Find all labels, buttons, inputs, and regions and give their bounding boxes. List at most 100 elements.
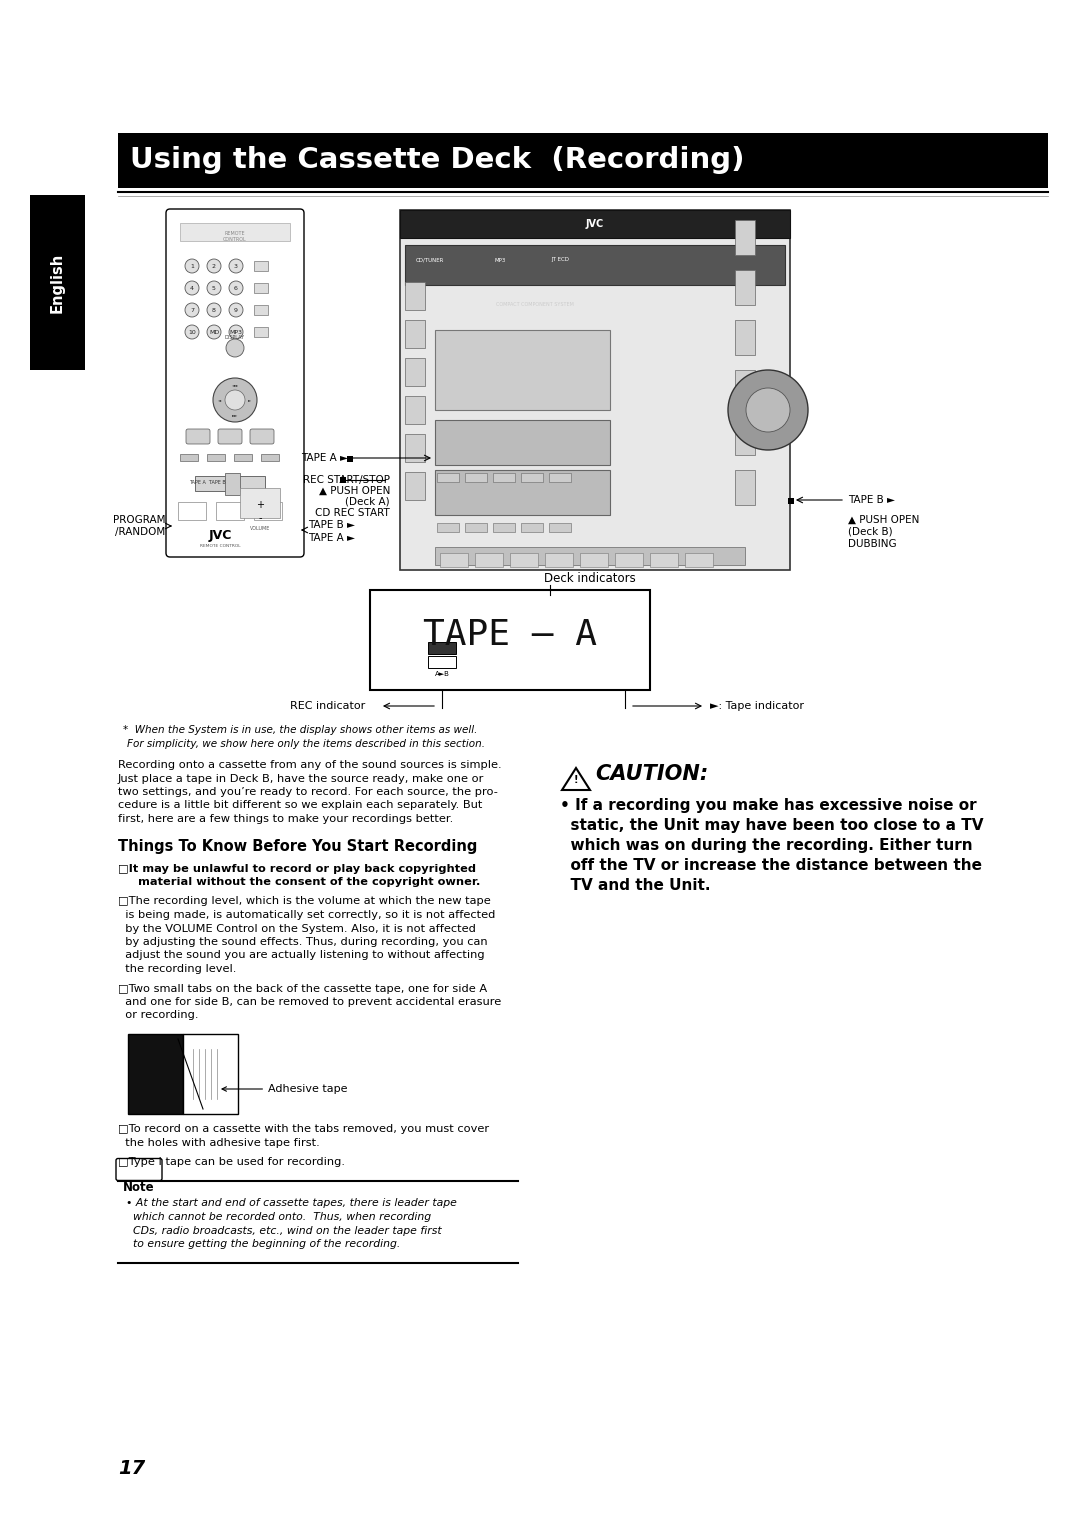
Text: □The recording level, which is the volume at which the new tape: □The recording level, which is the volum… xyxy=(118,897,490,906)
Bar xyxy=(240,487,280,518)
FancyBboxPatch shape xyxy=(166,209,303,558)
Text: MD: MD xyxy=(208,330,219,335)
Bar xyxy=(180,223,291,241)
Text: □Type I tape can be used for recording.: □Type I tape can be used for recording. xyxy=(118,1157,345,1167)
Bar xyxy=(492,474,515,481)
Text: CD/TUNER: CD/TUNER xyxy=(416,258,444,263)
Bar xyxy=(735,420,755,455)
Circle shape xyxy=(229,325,243,339)
Text: TV and the Unit.: TV and the Unit. xyxy=(561,879,711,892)
Bar xyxy=(370,590,650,691)
Text: English: English xyxy=(50,252,65,313)
Bar xyxy=(405,396,426,423)
Text: MP3: MP3 xyxy=(495,258,505,263)
Bar xyxy=(405,472,426,500)
Bar xyxy=(129,1034,183,1114)
Text: DUBBING: DUBBING xyxy=(848,539,896,549)
Text: adjust the sound you are actually listening to without affecting: adjust the sound you are actually listen… xyxy=(118,950,485,961)
Text: PROGRAM: PROGRAM xyxy=(112,515,165,526)
Circle shape xyxy=(746,388,789,432)
Bar xyxy=(615,553,643,567)
Bar xyxy=(30,196,85,370)
Bar xyxy=(428,656,456,668)
Text: Recording onto a cassette from any of the sound sources is simple.: Recording onto a cassette from any of th… xyxy=(118,759,501,770)
Text: Just place a tape in Deck B, have the source ready, make one or: Just place a tape in Deck B, have the so… xyxy=(118,773,484,784)
Bar xyxy=(234,454,252,461)
Text: CD REC START: CD REC START xyxy=(315,507,390,518)
Bar xyxy=(437,523,459,532)
FancyBboxPatch shape xyxy=(186,429,210,445)
Text: /RANDOM: /RANDOM xyxy=(114,527,165,536)
Bar xyxy=(254,283,268,293)
Text: 3: 3 xyxy=(234,263,238,269)
Bar xyxy=(465,523,487,532)
Text: REC: REC xyxy=(435,657,449,663)
Text: ◄◄: ◄◄ xyxy=(232,384,238,387)
Bar xyxy=(492,523,515,532)
Bar xyxy=(549,523,571,532)
FancyBboxPatch shape xyxy=(218,429,242,445)
Text: !: ! xyxy=(573,775,578,785)
Text: ►: ► xyxy=(248,397,252,402)
Text: which was on during the recording. Either turn: which was on during the recording. Eithe… xyxy=(561,837,973,853)
Bar xyxy=(254,503,282,520)
Text: MP3: MP3 xyxy=(229,330,243,335)
Bar xyxy=(685,553,713,567)
Text: REMOTE
CONTROL: REMOTE CONTROL xyxy=(224,231,247,241)
Circle shape xyxy=(229,281,243,295)
Text: 8: 8 xyxy=(212,307,216,313)
Text: ▲ PUSH OPEN: ▲ PUSH OPEN xyxy=(319,486,390,497)
Text: VOLUME: VOLUME xyxy=(249,526,270,530)
Text: material without the consent of the copyright owner.: material without the consent of the copy… xyxy=(126,877,481,886)
Bar xyxy=(225,474,240,495)
Text: TAPE A ►: TAPE A ► xyxy=(301,452,348,463)
Text: Deck indicators: Deck indicators xyxy=(544,571,636,585)
Text: 10: 10 xyxy=(188,330,195,335)
Circle shape xyxy=(728,370,808,451)
Bar xyxy=(580,553,608,567)
Bar xyxy=(735,370,755,405)
Text: 1: 1 xyxy=(190,263,194,269)
Text: to ensure getting the beginning of the recording.: to ensure getting the beginning of the r… xyxy=(126,1239,401,1248)
Bar xyxy=(400,209,789,238)
Circle shape xyxy=(213,377,257,422)
Bar xyxy=(650,553,678,567)
Text: TAPE A ►: TAPE A ► xyxy=(308,533,355,542)
Text: 7: 7 xyxy=(190,307,194,313)
Text: off the TV or increase the distance between the: off the TV or increase the distance betw… xyxy=(561,859,982,872)
Text: *  When the System is in use, the display shows other items as well.: * When the System is in use, the display… xyxy=(123,724,477,735)
Text: Using the Cassette Deck  (Recording): Using the Cassette Deck (Recording) xyxy=(130,147,744,174)
Text: JT ECD: JT ECD xyxy=(551,258,569,263)
Text: TAPE B ►: TAPE B ► xyxy=(848,495,895,504)
Bar xyxy=(405,319,426,348)
Text: □Two small tabs on the back of the cassette tape, one for side A: □Two small tabs on the back of the casse… xyxy=(118,984,487,993)
Text: +: + xyxy=(256,500,264,510)
Bar xyxy=(195,477,265,490)
Bar xyxy=(475,553,503,567)
Text: which cannot be recorded onto.  Thus, when recording: which cannot be recorded onto. Thus, whe… xyxy=(126,1212,431,1222)
Bar xyxy=(183,1034,238,1114)
Text: 2: 2 xyxy=(212,263,216,269)
Circle shape xyxy=(185,260,199,274)
FancyBboxPatch shape xyxy=(249,429,274,445)
Text: ▲ PUSH OPEN: ▲ PUSH OPEN xyxy=(848,515,919,526)
Text: first, here are a few things to make your recordings better.: first, here are a few things to make you… xyxy=(118,814,454,824)
Text: 4: 4 xyxy=(190,286,194,290)
Polygon shape xyxy=(562,769,590,790)
Text: JVC: JVC xyxy=(208,529,232,541)
Text: static, the Unit may have been too close to a TV: static, the Unit may have been too close… xyxy=(561,817,984,833)
Bar xyxy=(435,471,610,515)
Bar xyxy=(216,503,244,520)
Text: and one for side B, can be removed to prevent accidental erasure: and one for side B, can be removed to pr… xyxy=(118,996,501,1007)
Bar xyxy=(118,133,1048,188)
Bar xyxy=(435,547,745,565)
Bar xyxy=(521,523,543,532)
Text: CAUTION:: CAUTION: xyxy=(595,764,708,784)
Text: or recording.: or recording. xyxy=(118,1010,199,1021)
Bar xyxy=(405,434,426,461)
Text: □It may be unlawful to record or play back copyrighted: □It may be unlawful to record or play ba… xyxy=(118,863,476,874)
Circle shape xyxy=(207,260,221,274)
Bar xyxy=(440,553,468,567)
Text: ►►: ►► xyxy=(232,413,238,417)
Text: TAPE B ►: TAPE B ► xyxy=(308,520,355,530)
